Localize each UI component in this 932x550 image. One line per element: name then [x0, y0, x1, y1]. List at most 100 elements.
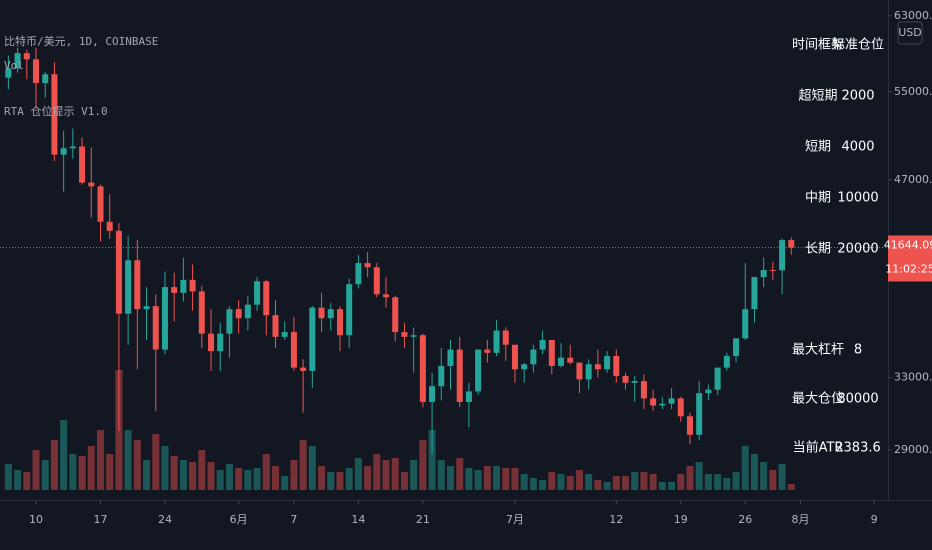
candle-body	[171, 287, 178, 293]
volume-bar	[668, 482, 676, 490]
candle-body	[401, 332, 408, 337]
x-tick-label: 14	[351, 513, 365, 526]
candle-body	[79, 146, 86, 183]
candle-body	[539, 339, 546, 350]
volume-bar	[87, 446, 95, 490]
volume-bar	[723, 478, 731, 490]
volume-bar	[677, 474, 685, 490]
candle-body	[548, 339, 555, 366]
candle-body	[198, 291, 205, 334]
volume-bar	[318, 466, 326, 490]
candle-body	[530, 349, 537, 365]
candle-body	[604, 356, 611, 370]
volume-bar	[760, 462, 768, 490]
volume-bar	[391, 458, 399, 490]
y-tick-label: 29000.00	[894, 443, 932, 456]
panel-cell: 当前ATR	[793, 440, 844, 456]
x-tick-label: 17	[93, 513, 107, 526]
candle-body	[346, 284, 353, 336]
candle-body	[180, 279, 187, 293]
indicator-label: RTA 仓位提示 V1.0	[4, 104, 108, 118]
y-tick-label: 55000.00	[894, 85, 932, 98]
panel-cell: 最大仓位	[792, 392, 844, 407]
candle-body	[751, 277, 758, 310]
volume-bar	[769, 470, 777, 490]
candle-body	[327, 309, 334, 319]
panel-cell: 超短期	[798, 89, 837, 104]
candle-body	[677, 398, 684, 417]
volume-bar	[143, 460, 151, 490]
volume-bar	[336, 472, 344, 490]
x-tick-label: 8月	[791, 513, 809, 526]
volume-bar	[714, 474, 722, 490]
volume-bar	[106, 454, 114, 490]
candle-body	[281, 332, 288, 337]
volume-bar	[778, 464, 786, 490]
candle-body	[640, 381, 647, 399]
volume-bar	[308, 446, 316, 490]
currency-button[interactable]	[897, 21, 923, 45]
candle-body	[410, 335, 417, 337]
candle-body	[33, 59, 40, 84]
candle-body	[659, 403, 666, 406]
candle-body	[723, 356, 730, 368]
x-tick-label: 12	[609, 513, 623, 526]
candle-body	[134, 260, 141, 310]
x-tick-label: 9	[871, 513, 878, 526]
candle-body	[438, 365, 445, 387]
chart-title: 比特币/美元, 1D, COINBASE	[4, 34, 158, 48]
candle-body	[208, 333, 215, 352]
candle-body	[502, 330, 509, 345]
panel-cell: 4000	[841, 140, 874, 155]
volume-bar	[69, 454, 77, 490]
candle-body	[254, 281, 261, 305]
candle-body	[263, 281, 270, 316]
candle-body	[650, 398, 657, 406]
candle-body	[355, 263, 362, 285]
candle-body	[521, 364, 528, 370]
candle-body	[290, 332, 297, 368]
candle-body	[60, 148, 67, 155]
panel-cell: 短期	[805, 140, 831, 155]
candle-body	[558, 357, 565, 366]
x-tick-label: 7	[290, 513, 297, 526]
candle-body	[69, 146, 76, 149]
volume-bar	[594, 480, 602, 490]
candle-body	[336, 309, 343, 336]
volume-bar	[299, 440, 307, 490]
candle-body	[364, 263, 371, 268]
candle-body	[733, 338, 740, 357]
volume-bar	[631, 472, 639, 490]
volume-bar	[23, 472, 31, 490]
panel-cell: 2000	[841, 89, 874, 104]
volume-bar	[152, 434, 160, 490]
panel-header: 标准仓位	[832, 38, 884, 53]
candle-body	[429, 386, 436, 402]
x-tick-label: 26	[738, 513, 752, 526]
panel-cell: 最大杠杆	[792, 342, 844, 358]
volume-bar	[575, 470, 583, 490]
volume-bar	[520, 474, 528, 490]
candle-body	[705, 389, 712, 394]
volume-bar	[262, 454, 270, 490]
candle-body	[788, 240, 795, 248]
candle-body	[383, 294, 390, 298]
candle-body	[373, 267, 380, 295]
volume-bar	[290, 460, 298, 490]
candle-body	[23, 53, 30, 60]
y-tick-label: 33000.00	[894, 371, 932, 384]
candle-body	[272, 315, 279, 337]
volume-bar	[612, 476, 620, 490]
x-tick-label: 10	[29, 513, 43, 526]
candle-body	[152, 306, 159, 350]
candle-body	[668, 398, 675, 404]
volume-bar	[382, 460, 390, 490]
indicator-label: Vol	[4, 59, 24, 72]
candle-body	[742, 309, 749, 339]
y-tick-label: 63000.00	[894, 9, 932, 22]
candle-body	[161, 287, 168, 350]
candle-body	[97, 186, 104, 222]
volume-bar	[124, 430, 132, 490]
volume-bar	[437, 460, 445, 490]
